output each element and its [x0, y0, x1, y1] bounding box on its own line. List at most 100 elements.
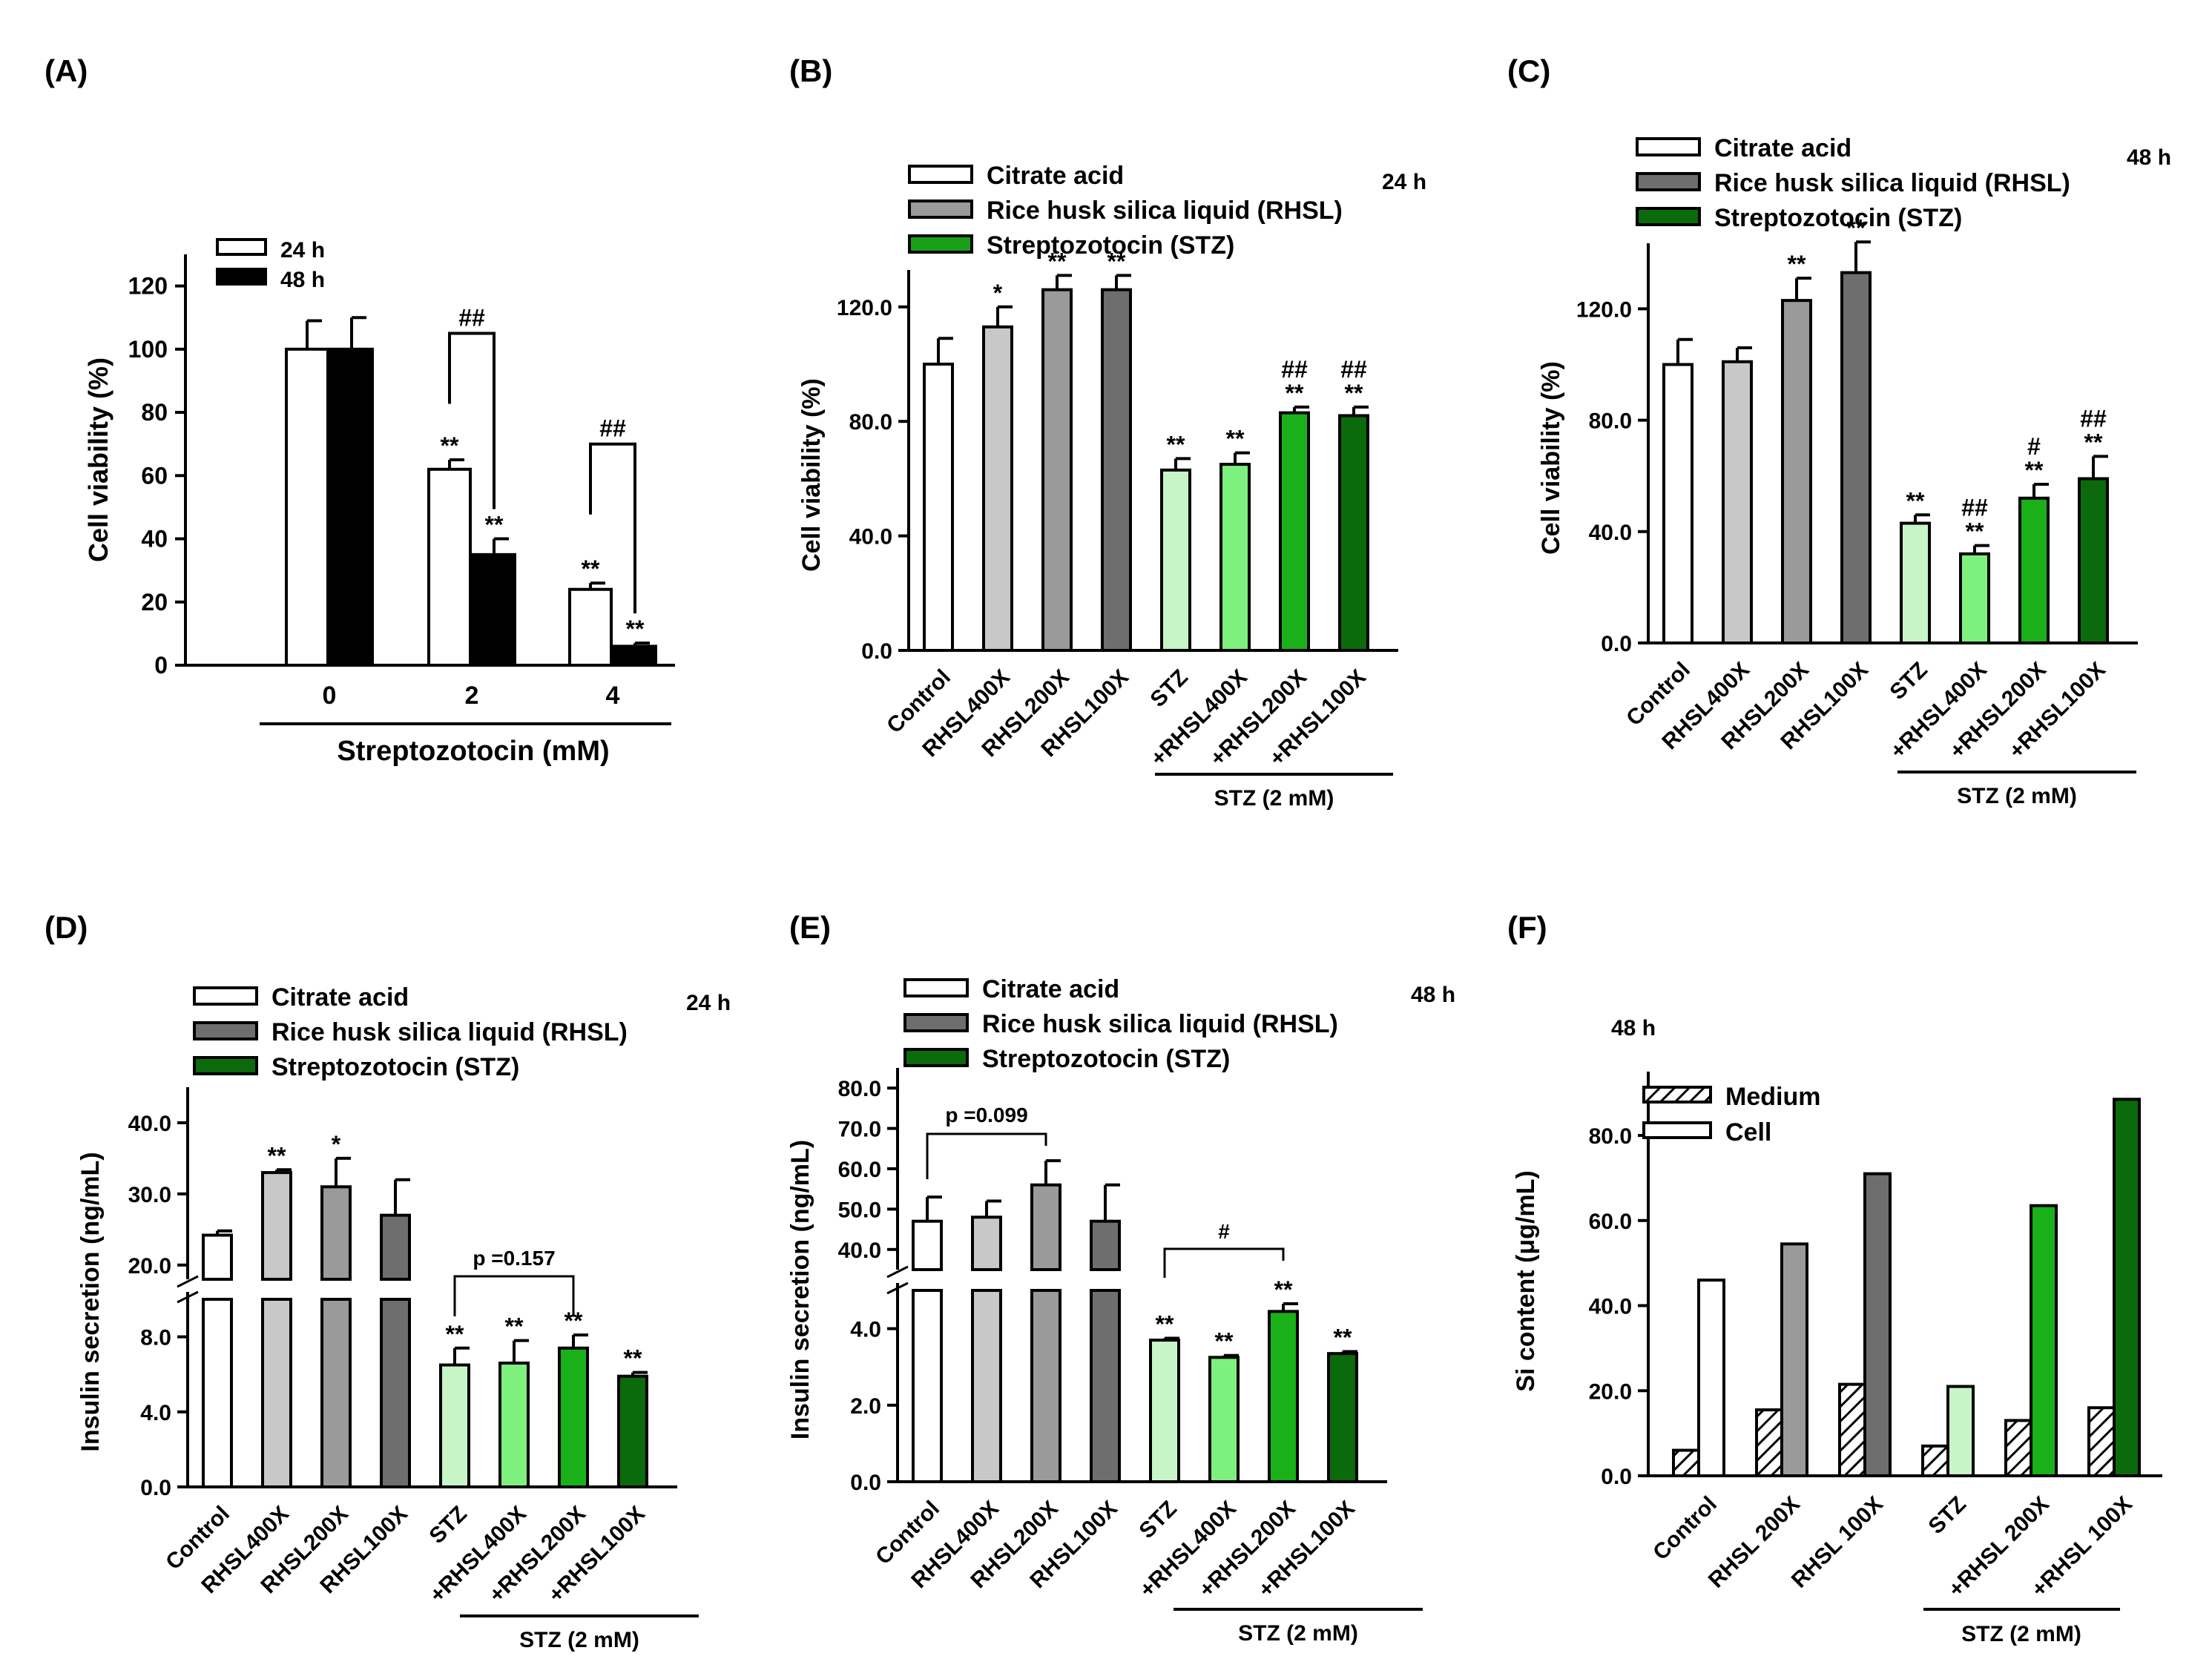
bar-D [558, 1346, 589, 1489]
legend-B-2-swatch [908, 234, 973, 254]
legend-C-0-label: Citrate acid [1714, 134, 1851, 162]
legend-E-0-swatch [903, 978, 969, 997]
group-label-B: STZ (2 mM) [1214, 786, 1334, 811]
y-axis-title-D: Insulin secretion (ng/mL) [76, 1152, 105, 1451]
bar-C-sig: ** [2084, 429, 2103, 455]
bar-C-sig: ** [1966, 518, 1984, 545]
y-axis-title-F: Si content (μg/mL) [1512, 1170, 1540, 1391]
bar-C [2018, 496, 2050, 645]
time-label-D: 24 h [686, 991, 731, 1015]
panel-label-C: (C) [1507, 53, 1550, 88]
x-axis-title-A: Streptozotocin (mM) [337, 736, 609, 767]
annotation-D: p =0.157 [473, 1247, 555, 1270]
group-label-F: STZ (2 mM) [1961, 1622, 2081, 1646]
bracket-A [448, 331, 496, 509]
y-tick-label-D: 0.0 [140, 1476, 171, 1500]
y-tick-label-E: 4.0 [850, 1318, 881, 1342]
bar-D [498, 1362, 530, 1489]
group-label-C: STZ (2 mM) [1957, 784, 2077, 808]
panel-label-E: (E) [789, 910, 831, 945]
bracket-label-A: ## [458, 305, 485, 331]
legend-A-24h-label: 24 h [280, 238, 325, 263]
bar-C [1959, 552, 1990, 644]
bar-F-cell [1697, 1279, 1725, 1477]
bar-low-D [202, 1298, 233, 1488]
bar-high-D [380, 1213, 411, 1281]
bracket-E [926, 1132, 1047, 1179]
bar-C [1662, 363, 1693, 644]
legend-C-1-swatch [1636, 172, 1701, 191]
legend-E-1-swatch [903, 1013, 969, 1032]
time-label-C: 48 h [2127, 145, 2171, 170]
bar-B-sig: ** [1167, 431, 1185, 458]
bar-E [1268, 1310, 1299, 1483]
y-tick-label-E: 0.0 [850, 1471, 881, 1495]
y-tick-label-E: 80.0 [838, 1077, 881, 1101]
y-tick-label-E: 70.0 [838, 1118, 881, 1142]
bar-B [1041, 288, 1073, 652]
bar-high-E [912, 1219, 943, 1271]
bar-C-sig: ## [2080, 405, 2107, 432]
legend-B-2-label: Streptozotocin (STZ) [987, 231, 1234, 260]
bar-B-sig: ## [1340, 356, 1367, 383]
bar-B [1338, 414, 1369, 652]
panel-label-A: (A) [45, 53, 88, 88]
group-label-D: STZ (2 mM) [519, 1628, 639, 1652]
bar-D-sig: ** [446, 1321, 464, 1348]
bracket-A [589, 442, 636, 614]
legend-F-cell-swatch [1642, 1121, 1712, 1139]
x-tick-label-A: 2 [465, 682, 479, 710]
bar-high-D [320, 1185, 352, 1281]
bar-A [427, 467, 472, 667]
bar-A-sig: ** [626, 616, 645, 642]
bar-C [1840, 271, 1872, 644]
bar-C-sig: # [2027, 433, 2041, 460]
bar-B-sig: ** [1107, 248, 1126, 274]
bar-B-sig: ** [1226, 426, 1245, 452]
bar-A [472, 552, 516, 667]
bar-E-sig: ** [1156, 1311, 1174, 1338]
bar-high-E [1030, 1183, 1061, 1272]
x-tick-label-D: STZ [425, 1502, 472, 1548]
bar-E [1149, 1339, 1180, 1483]
y-axis-title-C: Cell viability (%) [1537, 361, 1565, 555]
bar-C [1781, 299, 1812, 644]
time-label-B: 24 h [1382, 170, 1426, 194]
bar-B-sig: ** [1286, 380, 1304, 406]
legend-E-2-label: Streptozotocin (STZ) [982, 1045, 1230, 1073]
y-tick-label-C: 40.0 [1589, 521, 1632, 545]
legend-E-2-swatch [903, 1048, 969, 1067]
axis-break-E [886, 1281, 909, 1295]
bar-A [568, 587, 613, 667]
bar-low-D [380, 1298, 411, 1488]
bar-C-sig: ** [1847, 214, 1866, 241]
axis-break-D [177, 1275, 199, 1288]
y-tick-label-E: 2.0 [850, 1394, 881, 1419]
legend-B-1-swatch [908, 199, 973, 219]
bracket-D [453, 1275, 575, 1316]
legend-F-cell-label: Cell [1725, 1118, 1771, 1147]
legend-F-medium-swatch [1642, 1086, 1712, 1104]
bar-D [439, 1363, 470, 1489]
bar-low-E [1030, 1289, 1061, 1483]
bracket-label-A: ## [599, 415, 626, 442]
bar-E-sig: ** [1334, 1325, 1352, 1351]
bar-C-sig: ** [2025, 457, 2044, 484]
y-tick-label-B: 40.0 [849, 525, 892, 550]
legend-C-0-swatch [1636, 137, 1701, 156]
legend-D-0-label: Citrate acid [271, 983, 409, 1012]
bar-D-sig: ** [268, 1142, 286, 1169]
legend-D-1-label: Rice husk silica liquid (RHSL) [271, 1018, 628, 1046]
bar-A [613, 644, 657, 667]
bar-B-sig: ## [1281, 356, 1308, 383]
legend-B-0-swatch [908, 165, 973, 184]
bar-C-sig: ## [1961, 495, 1988, 521]
legend-A-24h-swatch [216, 238, 267, 256]
bar-D [617, 1374, 648, 1488]
bar-E-sig: ** [1274, 1276, 1293, 1303]
bar-high-D [261, 1171, 292, 1281]
legend-B-0-label: Citrate acid [987, 162, 1124, 190]
x-tick-label-A: 0 [323, 682, 337, 710]
bar-B [1160, 468, 1191, 652]
